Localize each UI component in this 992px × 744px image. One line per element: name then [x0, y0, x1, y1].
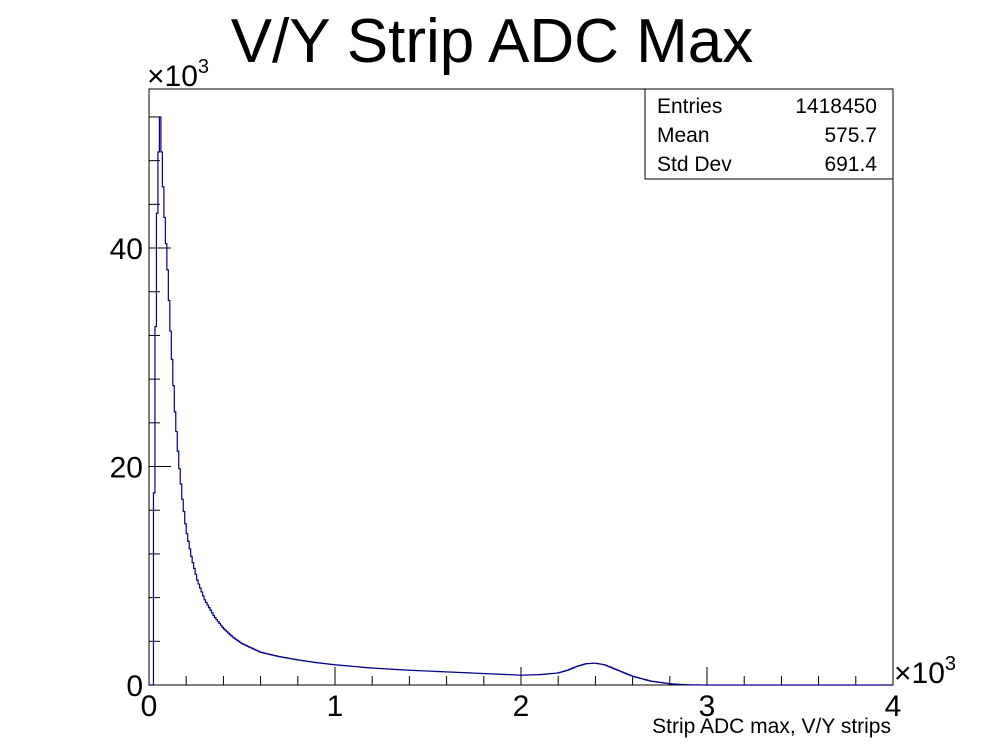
- stats-box: Entries 1418450 Mean 575.7 Std Dev 691.4: [644, 88, 894, 180]
- stats-stddev-value: 691.4: [824, 153, 877, 176]
- x-tick-label: 4: [885, 690, 902, 723]
- y-axis-ticks: [149, 116, 171, 686]
- stats-entries-value: 1418450: [795, 95, 877, 118]
- x-tick-label: 2: [513, 690, 530, 723]
- x-tick-label: 0: [141, 690, 158, 723]
- y-axis-tick-labels: 0 20 40: [110, 233, 143, 703]
- stats-entries-name: Entries: [657, 95, 722, 118]
- x-axis-ticks: [148, 667, 894, 685]
- x-tick-label: 1: [327, 690, 344, 723]
- stats-box-frame: [644, 88, 894, 180]
- x-axis-multiplier: ×103: [894, 653, 956, 690]
- y-multiplier-exponent: 3: [198, 56, 209, 78]
- y-multiplier-base: ×10: [147, 60, 198, 93]
- x-tick-label: 3: [699, 690, 716, 723]
- x-multiplier-base: ×10: [894, 657, 945, 690]
- x-axis-tick-labels: 0 1 2 3 4: [141, 690, 902, 723]
- y-tick-label: 20: [110, 452, 143, 485]
- histogram-series-line: [149, 116, 893, 686]
- y-tick-label: 40: [110, 233, 143, 266]
- chart-title: V/Y Strip ADC Max: [231, 7, 754, 76]
- stats-mean-value: 575.7: [824, 124, 877, 147]
- y-axis-multiplier: ×103: [147, 56, 209, 93]
- stats-stddev-name: Std Dev: [657, 153, 732, 176]
- stats-mean-name: Mean: [657, 124, 710, 147]
- y-tick-label: 0: [126, 670, 143, 703]
- x-multiplier-exponent: 3: [945, 653, 956, 675]
- x-axis-label: Strip ADC max, V/Y strips: [652, 715, 891, 738]
